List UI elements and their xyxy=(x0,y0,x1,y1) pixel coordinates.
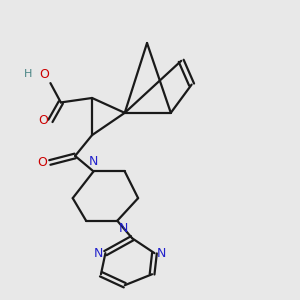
Text: N: N xyxy=(157,247,166,260)
Text: N: N xyxy=(119,222,128,235)
Text: N: N xyxy=(89,155,98,168)
Text: O: O xyxy=(37,156,47,169)
Text: O: O xyxy=(39,68,49,81)
Text: O: O xyxy=(38,114,48,128)
Text: H: H xyxy=(24,69,32,79)
Text: N: N xyxy=(94,247,103,260)
